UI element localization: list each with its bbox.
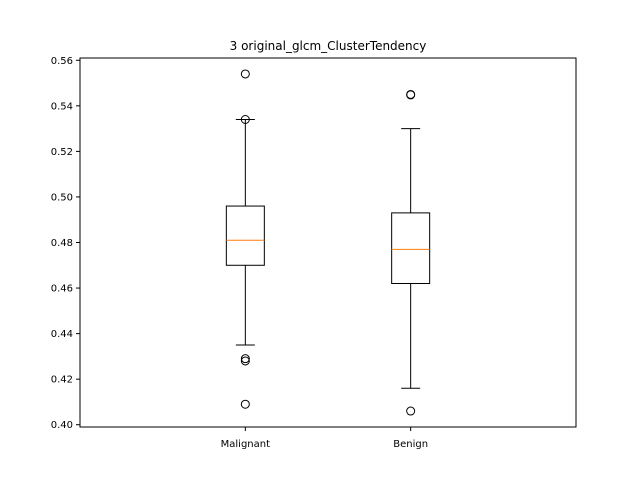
box-iqr (391, 212, 431, 284)
plot-area: 0.40 0.42 0.44 0.46 0.48 0.50 0.52 0.54 0.56 Mali… (51, 56, 577, 450)
outlier-point (406, 406, 416, 416)
box-group-benign (391, 89, 431, 416)
outlier-point (240, 115, 250, 124)
outlier-point (240, 354, 250, 364)
y-tick-label: 0.48 (51, 238, 73, 249)
outlier-point (240, 69, 250, 79)
box-group-malignant (225, 69, 265, 409)
outlier-point (406, 90, 416, 100)
x-tick-label: Benign (393, 439, 428, 450)
chart-title: 3 original_glcm_ClusterTendency (230, 39, 427, 53)
y-tick-label: 0.40 (51, 420, 73, 431)
y-tick-label: 0.52 (51, 147, 73, 158)
outlier-point (240, 356, 250, 366)
outlier-point (240, 399, 250, 409)
x-tick-label: Malignant (221, 439, 270, 450)
y-tick-label: 0.50 (51, 192, 73, 203)
y-tick-label: 0.56 (51, 56, 73, 67)
box-iqr (225, 205, 265, 266)
y-tick-label: 0.42 (51, 375, 73, 386)
y-tick-label: 0.54 (51, 101, 73, 112)
y-tick-label: 0.46 (51, 284, 73, 295)
y-tick-label: 0.44 (51, 329, 73, 340)
